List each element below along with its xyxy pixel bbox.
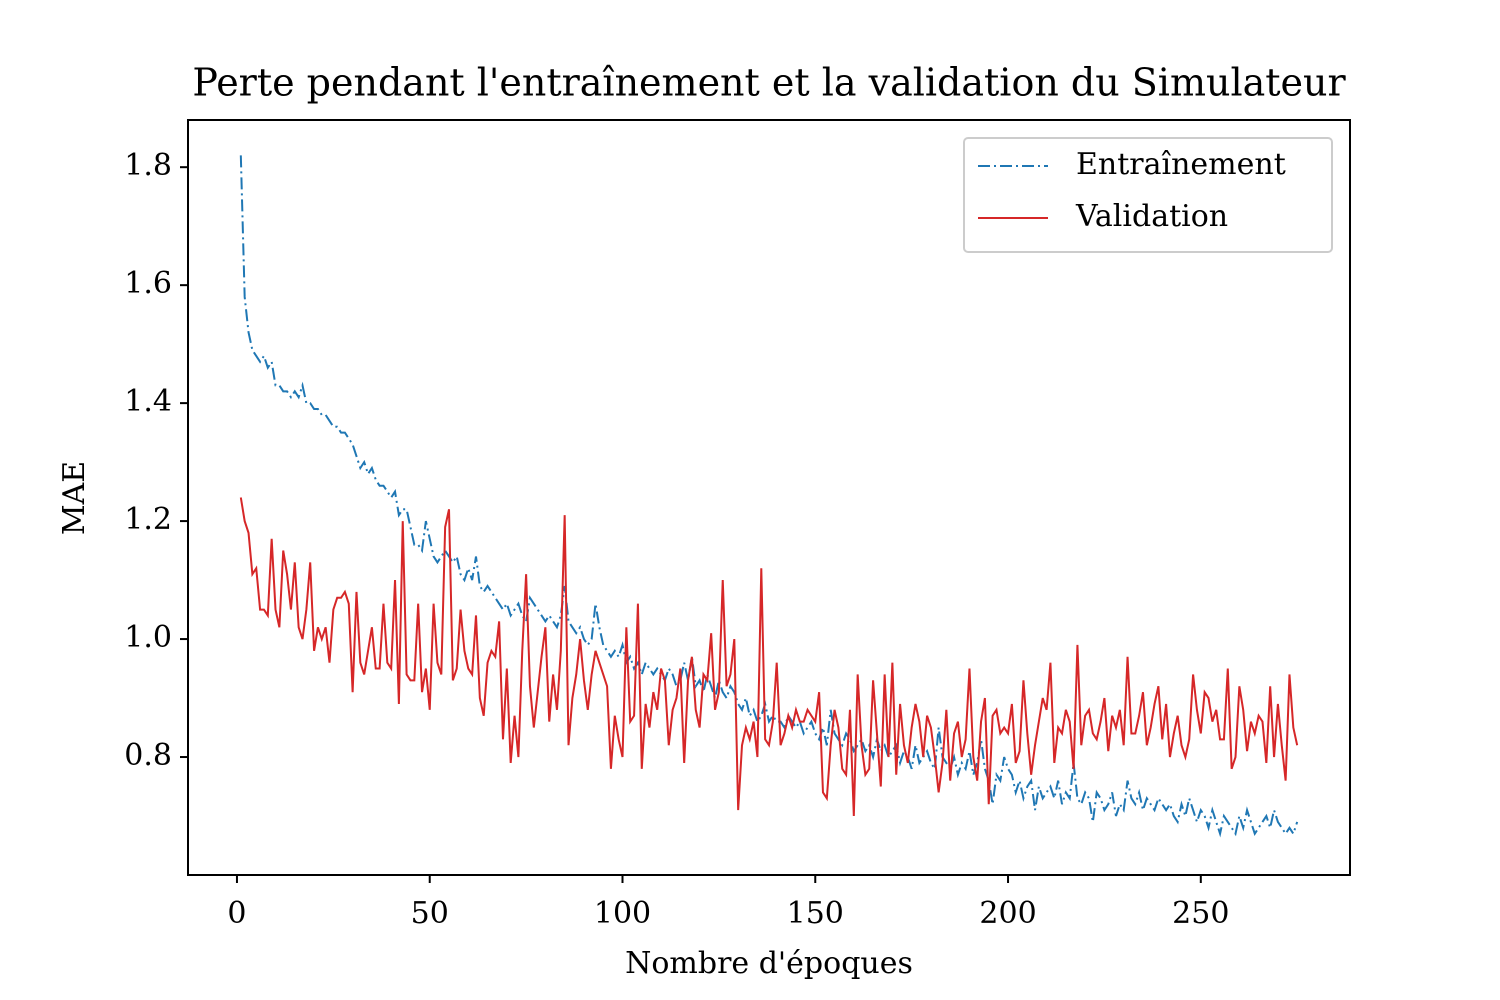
- y-tick-label: 1.2: [124, 502, 172, 537]
- y-tick-label: 1.6: [124, 266, 172, 301]
- x-tick-label: 250: [1172, 896, 1229, 931]
- data-line: [239, 497, 1299, 817]
- y-tick-label: 1.4: [124, 384, 172, 419]
- data-line: [239, 155, 1299, 838]
- x-tick-label: 50: [411, 896, 449, 931]
- legend-label: Entraînement: [1076, 147, 1286, 182]
- x-tick-label: 150: [787, 896, 844, 931]
- y-tick-label: 1.8: [124, 148, 172, 183]
- legend-box: [963, 137, 1333, 253]
- y-tick-label: 1.0: [124, 620, 172, 655]
- x-tick-label: 0: [227, 896, 246, 931]
- y-axis-label: MAE: [57, 461, 92, 535]
- x-axis-label: Nombre d'époques: [625, 946, 913, 981]
- x-tick-label: 200: [979, 896, 1036, 931]
- chart-title: Perte pendant l'entraînement et la valid…: [192, 61, 1346, 105]
- x-tick-label: 100: [594, 896, 651, 931]
- y-tick-label: 0.8: [124, 738, 172, 773]
- legend-label: Validation: [1075, 199, 1228, 234]
- axes-frame: [187, 119, 1351, 876]
